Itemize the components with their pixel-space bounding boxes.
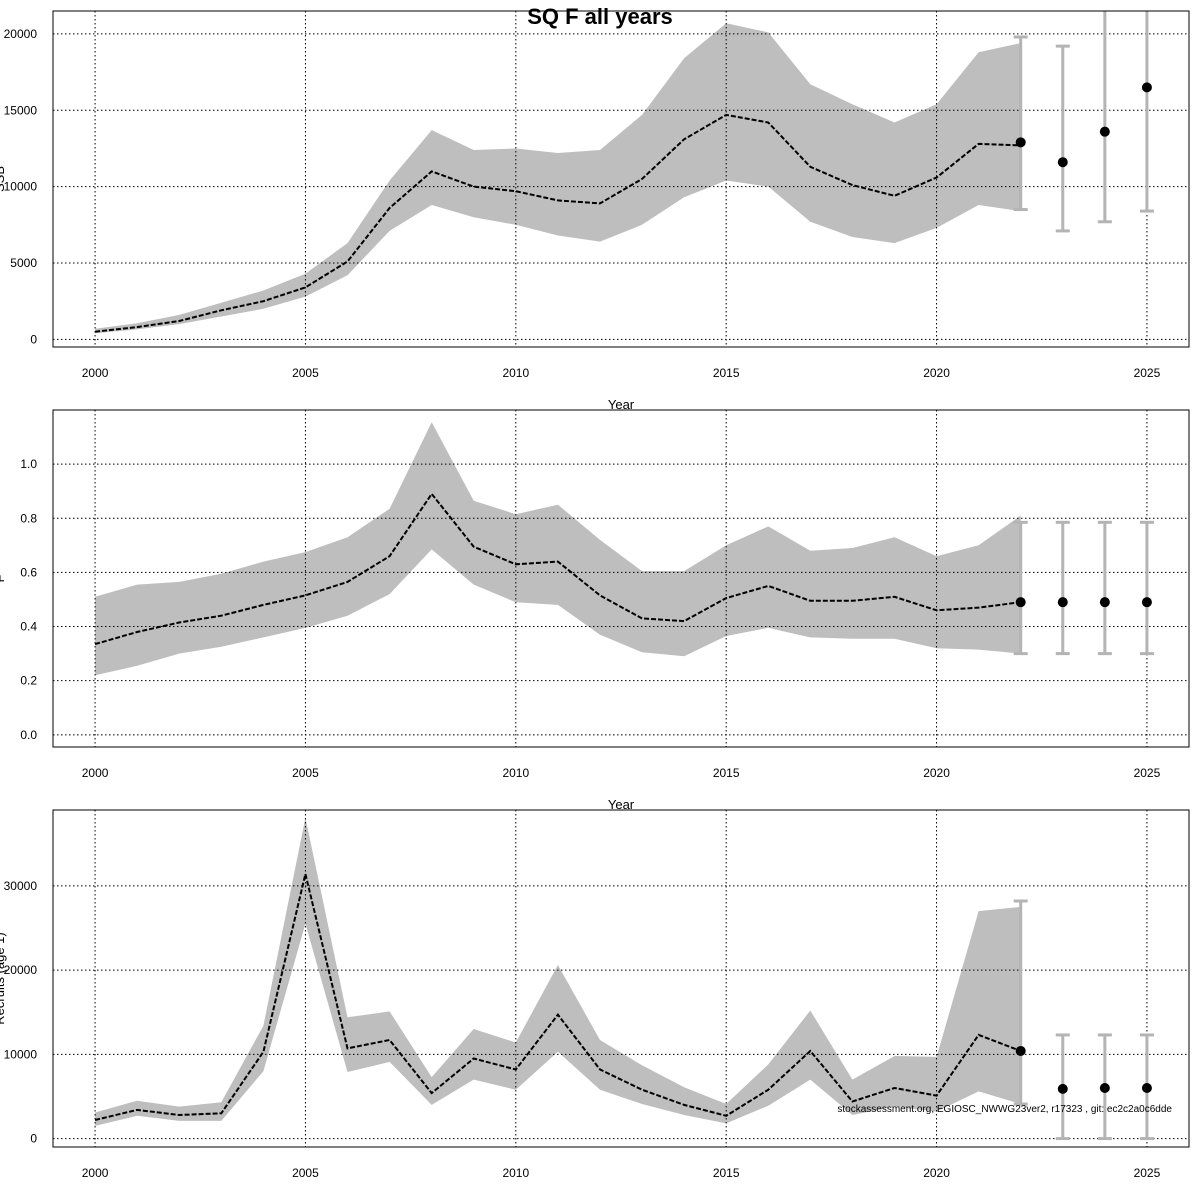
x-tick-label: 2020 <box>923 366 950 380</box>
forecast-point <box>1099 1083 1110 1094</box>
estimate-line <box>94 492 1021 646</box>
forecast-errorbar <box>1097 520 1112 656</box>
forecast-point <box>1099 597 1110 608</box>
plot-frame <box>52 809 1190 1148</box>
x-tick-label: 2000 <box>82 366 109 380</box>
y-tick-label: 20000 <box>4 27 38 41</box>
y-tick-label: 0 <box>30 1132 37 1146</box>
x-tick-label: 2020 <box>923 1166 950 1180</box>
y-tick-label: 0.4 <box>20 620 37 634</box>
forecast-point <box>1057 1083 1068 1094</box>
x-tick-label: 2015 <box>713 366 740 380</box>
panel-2: 2000 2005 2010 2015 2020 2025 0.0 0.2 0.4 0.6 0.8 1… <box>0 409 1190 812</box>
y-tick-label: 0.0 <box>20 728 37 742</box>
x-axis-label: Year <box>608 1197 635 1200</box>
forecast-errorbar <box>1139 11 1154 213</box>
x-tick-label: 2025 <box>1134 766 1161 780</box>
y-tick-label: 5000 <box>10 256 37 270</box>
y-tick-label: 30000 <box>4 879 38 893</box>
confidence-band <box>95 23 1021 334</box>
x-axis-label: Year <box>608 397 635 412</box>
panel-3: 2000 2005 2010 2015 2020 2025 0 10000 20000 30000… <box>0 809 1190 1200</box>
forecast-point <box>1015 597 1026 608</box>
x-tick-label: 2010 <box>502 1166 529 1180</box>
forecast-point <box>1141 82 1152 93</box>
panel-1: 2000 2005 2010 2015 2020 2025 0 5000 10000 15000 2… <box>0 10 1190 412</box>
y-tick-label: 10000 <box>4 180 38 194</box>
forecast-point <box>1057 597 1068 608</box>
x-tick-label: 2025 <box>1134 1166 1161 1180</box>
forecast-point <box>1057 157 1068 168</box>
y-tick-label: 15000 <box>4 103 38 117</box>
forecast-errorbar <box>1013 899 1028 1106</box>
forecast-errorbar <box>1013 520 1028 656</box>
forecast-errorbar <box>1013 35 1028 212</box>
forecast-point <box>1015 137 1026 148</box>
forecast-errorbar <box>1055 520 1070 656</box>
forecast-errorbar <box>1139 520 1154 656</box>
x-tick-label: 2025 <box>1134 366 1161 380</box>
forecast-errorbar <box>1055 44 1070 233</box>
y-axis-label: Recruits (age 1) <box>0 932 7 1024</box>
plot-frame <box>52 409 1190 748</box>
figure-title: SQ F all years <box>527 4 673 29</box>
x-tick-label: 2010 <box>502 366 529 380</box>
forecast-errorbar <box>1097 11 1112 224</box>
confidence-band <box>95 817 1021 1126</box>
x-tick-label: 2005 <box>292 1166 319 1180</box>
forecast-point <box>1099 126 1110 137</box>
y-tick-label: 10000 <box>4 1047 38 1061</box>
forecast-point <box>1141 1083 1152 1094</box>
estimate-line <box>94 113 1021 333</box>
forecast-point <box>1015 1045 1026 1056</box>
plot-frame <box>52 10 1190 348</box>
x-tick-label: 2005 <box>292 766 319 780</box>
y-tick-label: 0.2 <box>20 674 37 688</box>
x-axis-label: Year <box>608 797 635 812</box>
x-tick-label: 2010 <box>502 766 529 780</box>
y-tick-label: 0.8 <box>20 511 37 525</box>
forecast-point <box>1141 597 1152 608</box>
y-axis-label: F <box>0 574 7 582</box>
x-tick-label: 2020 <box>923 766 950 780</box>
x-tick-label: 2015 <box>713 1166 740 1180</box>
watermark: stockassessment.org, EGIOSC_NWWG23ver2, … <box>837 1104 1172 1115</box>
y-tick-label: 0 <box>30 332 37 346</box>
estimate-line <box>94 873 1022 1121</box>
y-axis-label: SSB <box>0 166 7 192</box>
confidence-band <box>95 422 1021 676</box>
y-tick-label: 20000 <box>4 963 38 977</box>
y-tick-label: 0.6 <box>20 565 37 579</box>
x-tick-label: 2005 <box>292 366 319 380</box>
x-tick-label: 2000 <box>82 1166 109 1180</box>
y-tick-label: 1.0 <box>20 457 37 471</box>
x-tick-label: 2000 <box>82 766 109 780</box>
x-tick-label: 2015 <box>713 766 740 780</box>
